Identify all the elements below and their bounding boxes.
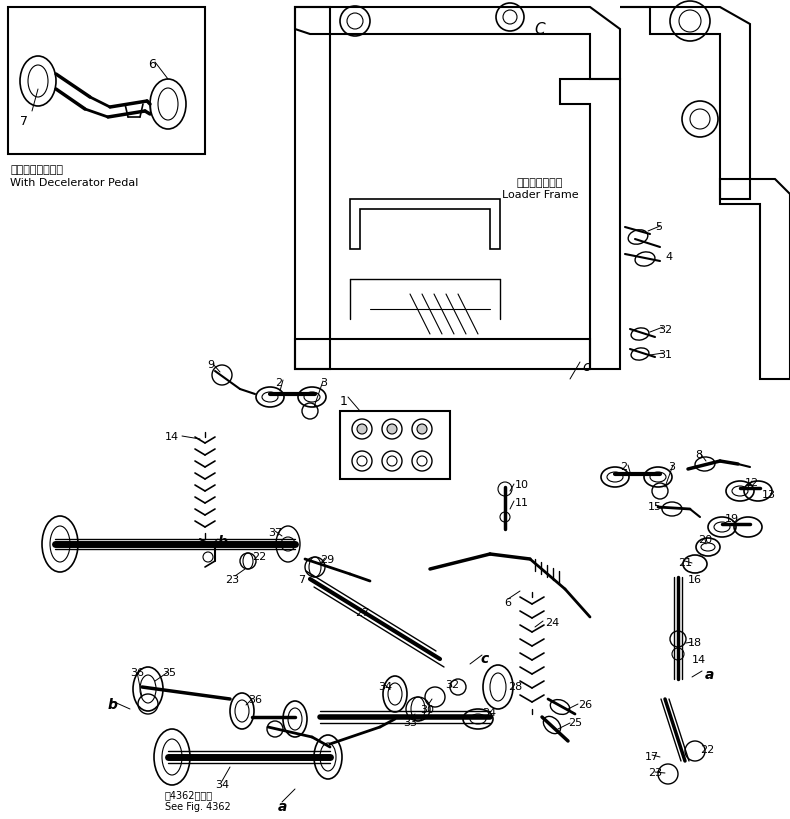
Text: b: b — [108, 697, 118, 711]
Text: デクセルペダル付: デクセルペダル付 — [10, 165, 63, 174]
Text: 24: 24 — [545, 618, 559, 627]
Text: 37: 37 — [268, 527, 282, 537]
Bar — [340, 411, 450, 479]
Text: a: a — [705, 667, 714, 681]
Text: 6: 6 — [148, 58, 156, 71]
Text: 23: 23 — [648, 767, 662, 777]
Text: Loader Frame: Loader Frame — [502, 190, 578, 200]
Text: 7: 7 — [298, 574, 305, 584]
Text: 34: 34 — [215, 779, 229, 789]
Circle shape — [387, 424, 397, 434]
Circle shape — [357, 424, 367, 434]
Text: 5: 5 — [655, 222, 662, 232]
Text: 32: 32 — [658, 324, 672, 335]
Text: 18: 18 — [688, 637, 702, 647]
Text: 4: 4 — [665, 251, 672, 262]
Text: 31: 31 — [658, 350, 672, 360]
Text: 22: 22 — [252, 551, 266, 561]
Text: 3: 3 — [320, 378, 327, 387]
Text: 図4362図参照: 図4362図参照 — [165, 789, 213, 799]
Text: 14: 14 — [165, 432, 179, 441]
Text: 35: 35 — [162, 667, 176, 677]
Text: 15: 15 — [648, 501, 662, 511]
Text: 26: 26 — [578, 699, 592, 709]
Text: a: a — [278, 799, 288, 813]
Bar — [8, 8, 205, 155]
Text: 9: 9 — [207, 360, 214, 369]
Text: 34: 34 — [482, 707, 496, 717]
Text: 8: 8 — [695, 450, 702, 459]
Text: 14: 14 — [692, 654, 706, 664]
Text: 33: 33 — [403, 717, 417, 727]
Text: b: b — [218, 534, 228, 549]
Text: c: c — [480, 651, 488, 665]
Text: 27: 27 — [355, 607, 369, 618]
Text: 17: 17 — [645, 751, 659, 761]
Text: 12: 12 — [745, 477, 759, 487]
Text: 28: 28 — [508, 681, 522, 691]
Text: 1: 1 — [340, 395, 348, 408]
Text: 16: 16 — [688, 574, 702, 584]
Text: 2: 2 — [275, 378, 282, 387]
Text: 34: 34 — [378, 681, 392, 691]
Text: 30: 30 — [420, 704, 434, 714]
Text: ローダフレーム: ローダフレーム — [517, 178, 563, 188]
Text: 22: 22 — [700, 744, 714, 754]
Text: 6: 6 — [504, 597, 511, 607]
Text: 7: 7 — [20, 115, 28, 128]
Text: See Fig. 4362: See Fig. 4362 — [165, 801, 231, 811]
Text: 36: 36 — [130, 667, 144, 677]
Text: 13: 13 — [762, 490, 776, 500]
Text: 2: 2 — [620, 461, 627, 472]
Text: 29: 29 — [320, 554, 334, 564]
Text: 21: 21 — [678, 557, 692, 568]
Text: c: c — [582, 360, 589, 373]
Circle shape — [417, 424, 427, 434]
Text: 10: 10 — [515, 479, 529, 490]
Text: 20: 20 — [698, 534, 712, 545]
Text: 3: 3 — [668, 461, 675, 472]
Text: 19: 19 — [725, 514, 739, 523]
Text: 32: 32 — [445, 679, 459, 689]
Text: With Decelerator Pedal: With Decelerator Pedal — [10, 178, 138, 188]
Text: 25: 25 — [568, 717, 582, 727]
Text: 36: 36 — [248, 695, 262, 704]
Text: 11: 11 — [515, 497, 529, 508]
Text: C: C — [535, 22, 545, 37]
Text: 23: 23 — [225, 574, 239, 584]
